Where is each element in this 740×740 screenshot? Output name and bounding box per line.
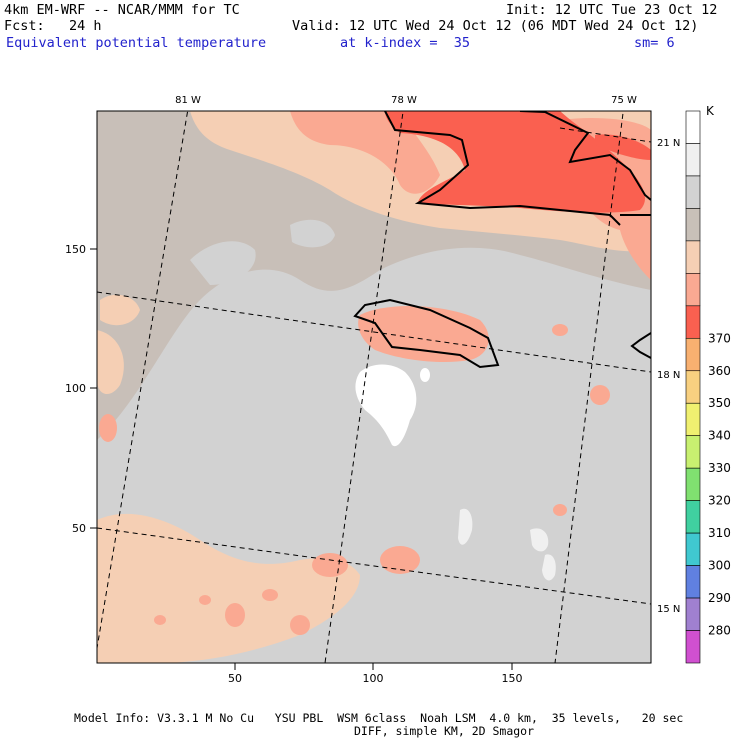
colorbar-swatch — [685, 597, 701, 631]
y-tick-label: 100 — [65, 382, 86, 395]
colorbar-level-label: 320 — [708, 494, 731, 508]
theta-e-gray-field — [97, 247, 651, 663]
valid-time: Valid: 12 UTC Wed 24 Oct 12 (06 MDT Wed … — [292, 18, 699, 34]
level-label: at k-index = 35 — [340, 35, 471, 51]
colorbar-swatch — [685, 370, 701, 404]
colorbar-level-label: 330 — [708, 461, 731, 475]
y-tick-label: 50 — [72, 522, 86, 535]
forecast-hour: Fcst: 24 h — [4, 18, 102, 34]
x-tick-label: 50 — [228, 672, 242, 685]
colorbar-swatch — [685, 273, 701, 307]
model-title: 4km EM-WRF -- NCAR/MMM for TC — [4, 2, 240, 18]
colorbar — [685, 110, 701, 664]
graticule — [97, 111, 651, 663]
colorbar-swatch — [685, 175, 701, 209]
theta-e-red-region — [385, 111, 645, 213]
colorbar-swatch — [685, 630, 701, 664]
y-tick-label: 150 — [65, 243, 86, 256]
colorbar-swatch — [685, 435, 701, 469]
lon-label: 75 W — [611, 95, 637, 106]
colorbar-level-label: 340 — [708, 429, 731, 443]
field-name: Equivalent potential temperature — [6, 35, 267, 51]
colorbar-swatch — [685, 402, 701, 437]
colorbar-level-label: 360 — [708, 364, 731, 378]
colorbar-unit: K — [706, 104, 715, 118]
lat-label: 21 N — [657, 138, 680, 149]
x-tick-label: 100 — [363, 672, 384, 685]
colorbar-swatch — [685, 305, 701, 339]
theta-e-background — [97, 111, 651, 663]
colorbar-swatch — [685, 143, 701, 177]
coastlines — [353, 111, 651, 369]
x-axis — [234, 663, 513, 670]
colorbar-level-label: 300 — [708, 559, 731, 573]
theta-e-peach-blobs — [290, 111, 440, 194]
colorbar-swatch — [685, 240, 701, 274]
colorbar-labels: 280 290 300 310 320 330 340 350 360 370 — [708, 331, 731, 637]
lat-label: 15 N — [657, 604, 680, 615]
colorbar-level-label: 310 — [708, 526, 731, 540]
colorbar-swatch — [685, 208, 701, 242]
colorbar-swatch — [685, 337, 701, 372]
colorbar-level-label: 280 — [708, 624, 731, 638]
init-time: Init: 12 UTC Tue 23 Oct 12 — [506, 2, 718, 18]
colorbar-swatch — [685, 467, 701, 501]
colorbar-level-label: 350 — [708, 396, 731, 410]
colorbar-swatch — [685, 565, 701, 599]
lat-label: 18 N — [657, 370, 680, 381]
model-info: Model Info: V3.3.1 M No Cu YSU PBL WSM 6… — [74, 711, 684, 725]
colorbar-swatch — [685, 532, 701, 566]
map-frame — [96, 110, 652, 664]
colorbar-level-label: 370 — [708, 331, 731, 345]
lon-label: 81 W — [175, 95, 201, 106]
colorbar-swatch — [685, 110, 701, 144]
x-tick-label: 150 — [502, 672, 523, 685]
lon-label: 78 W — [391, 95, 417, 106]
theta-e-white-core — [355, 364, 417, 447]
y-axis — [90, 248, 97, 529]
model-diffusion: DIFF, simple KM, 2D Smagor — [354, 724, 535, 738]
colorbar-swatch — [685, 500, 701, 534]
map-plot-area — [97, 111, 651, 663]
smoothing-label: sm= 6 — [634, 35, 675, 51]
colorbar-level-label: 290 — [708, 591, 731, 605]
theta-e-salmon-north — [190, 111, 651, 252]
theta-e-salmon-southwest — [97, 513, 360, 663]
